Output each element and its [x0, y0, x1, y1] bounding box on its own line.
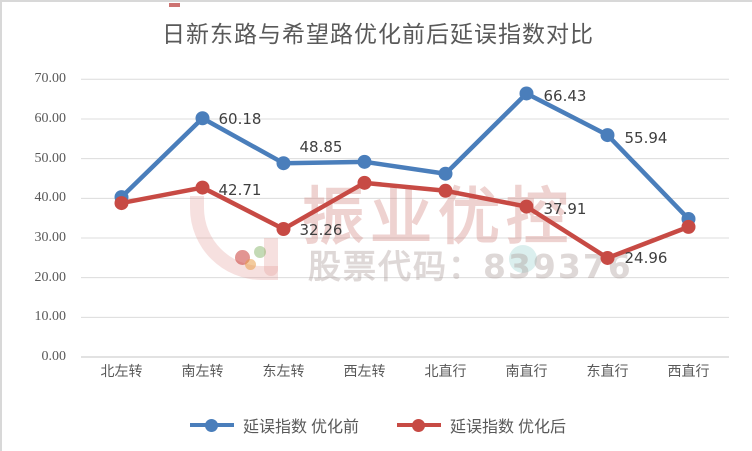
data-point-marker — [276, 156, 291, 171]
x-tick-label: 北左转 — [100, 365, 143, 380]
data-point-label: 42.71 — [218, 180, 262, 199]
data-point-marker — [114, 196, 129, 211]
legend-label: 延误指数 优化后 — [450, 419, 567, 436]
series-line — [119, 180, 691, 261]
y-tick-label: 40.00 — [34, 190, 67, 206]
x-tick-label: 南左转 — [181, 365, 224, 380]
data-point-label: 48.85 — [299, 138, 343, 157]
y-tick-label: 20.00 — [34, 269, 67, 285]
data-point-marker — [519, 199, 534, 214]
data-point-marker — [195, 111, 210, 126]
x-tick-label: 西左转 — [343, 365, 386, 380]
data-point-label: 66.43 — [543, 87, 587, 106]
x-tick-label: 北直行 — [424, 365, 467, 380]
data-point-marker — [519, 86, 534, 101]
y-tick-label: 0.00 — [41, 349, 67, 364]
legend-dot-icon — [412, 418, 425, 432]
legend-dot-icon — [204, 418, 218, 432]
data-point-marker — [681, 219, 696, 234]
y-tick-label: 70.00 — [34, 71, 67, 87]
legend-line-marker-icon — [397, 418, 441, 432]
data-point-marker — [438, 183, 453, 198]
data-point-marker — [195, 180, 210, 195]
data-point-marker — [357, 154, 372, 169]
legend-item: 延误指数 优化前 — [189, 413, 359, 437]
series-line — [119, 91, 691, 222]
legend-label: 延误指数 优化前 — [242, 419, 359, 436]
data-point-label: 37.91 — [543, 199, 587, 218]
data-point-marker — [600, 128, 615, 143]
chart-title: 日新东路与希望路优化前后延误指数对比 — [162, 22, 594, 47]
x-tick-label: 东左转 — [262, 365, 305, 380]
legend-line-marker-icon — [189, 418, 234, 432]
x-tick-label: 西直行 — [667, 365, 710, 380]
data-point-marker — [438, 166, 453, 181]
y-tick-label: 10.00 — [34, 309, 67, 325]
data-point-marker — [276, 222, 291, 237]
data-point-label: 55.94 — [624, 129, 668, 148]
red-artifact-mark — [169, 3, 180, 7]
y-tick-label: 60.00 — [34, 110, 67, 126]
y-tick-label: 50.00 — [34, 150, 67, 166]
x-tick-label: 南直行 — [505, 365, 548, 380]
data-point-marker — [357, 175, 372, 190]
data-point-label: 24.96 — [624, 248, 668, 267]
data-point-marker — [600, 250, 615, 265]
data-point-label: 60.18 — [218, 110, 262, 129]
x-tick-label: 东直行 — [586, 365, 629, 380]
legend-item: 延误指数 优化后 — [397, 413, 566, 437]
data-point-label: 32.26 — [299, 221, 343, 240]
y-tick-label: 30.00 — [34, 229, 67, 245]
chart-legend: 延误指数 优化前 延误指数 优化后 — [2, 410, 752, 440]
